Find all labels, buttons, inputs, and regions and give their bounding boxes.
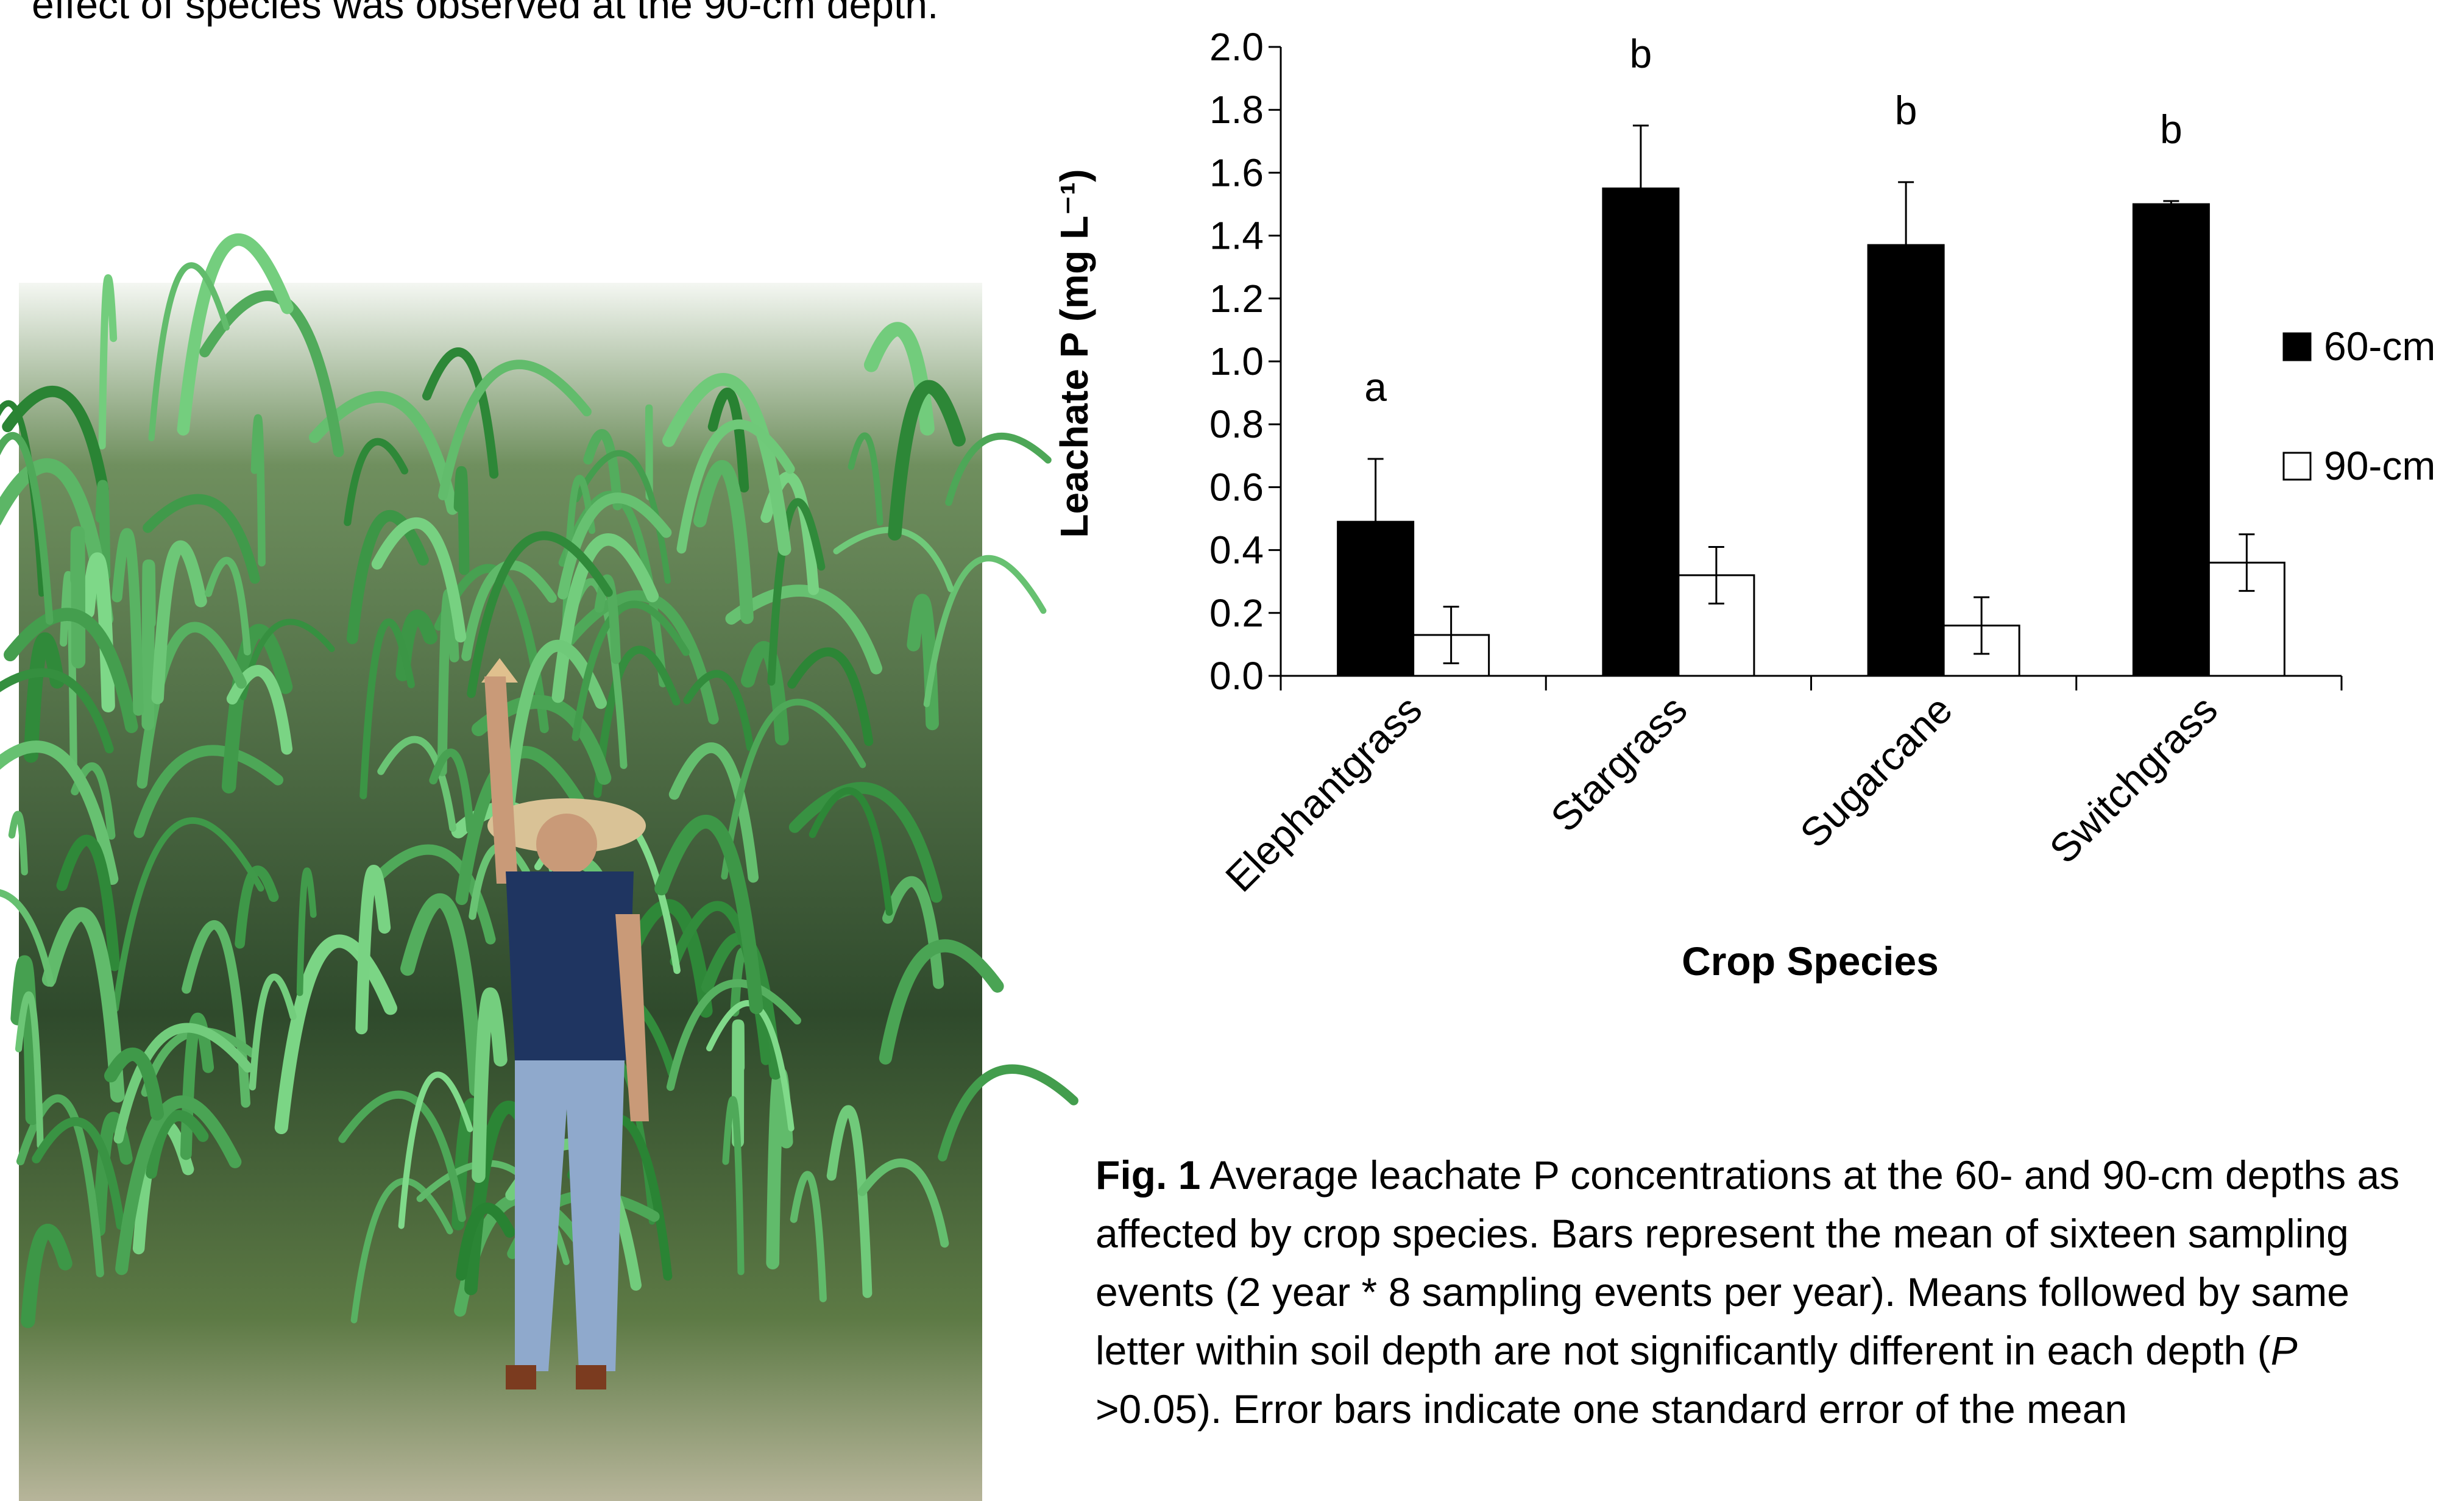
significance-letter: b — [2160, 107, 2183, 152]
legend-label: 60-cm — [2324, 324, 2435, 369]
bar — [2133, 204, 2209, 676]
y-tick-label: 1.2 — [1209, 277, 1264, 321]
significance-letter: b — [1895, 88, 1917, 133]
legend-swatch — [2284, 333, 2310, 360]
y-tick-label: 0.2 — [1209, 591, 1264, 635]
leaf — [77, 533, 79, 661]
significance-letter: b — [1630, 31, 1652, 76]
legend-swatch — [2284, 453, 2310, 480]
caption-text: Average leachate P concentrations at the… — [1096, 1152, 2399, 1373]
y-tick-label: 0.4 — [1209, 528, 1264, 572]
caption-italic: P — [2271, 1328, 2298, 1373]
caption: Fig. 1 Average leachate P concentrations… — [1096, 1146, 2424, 1438]
y-tick-label: 0.6 — [1209, 465, 1264, 509]
page: {"intro_text": "effect of species was ob… — [0, 0, 2464, 1501]
y-tick-label: 0.0 — [1209, 654, 1264, 698]
x-tick-label: Stargrass — [1542, 687, 1696, 840]
caption-label: Fig. 1 — [1096, 1152, 1200, 1198]
leaf — [12, 814, 24, 872]
y-axis-label: Leachate P (mg L⁻¹) — [1052, 169, 1096, 538]
x-tick-label: Elephantgrass — [1217, 687, 1431, 901]
x-tick-label: Sugarcane — [1791, 687, 1961, 856]
bar — [1603, 188, 1679, 676]
leaf — [148, 566, 150, 724]
y-tick-label: 1.8 — [1209, 88, 1264, 132]
leaf — [459, 472, 464, 570]
photo-background — [19, 283, 982, 1501]
intro-text: effect of species was observed at the 90… — [32, 0, 938, 27]
y-tick-label: 0.8 — [1209, 402, 1264, 446]
y-tick-label: 1.4 — [1209, 214, 1264, 258]
y-tick-label: 1.0 — [1209, 339, 1264, 383]
legend-label: 90-cm — [2324, 443, 2435, 488]
x-tick-label: Switchgrass — [2041, 687, 2226, 872]
significance-letter: a — [1364, 364, 1387, 410]
y-tick-label: 1.6 — [1209, 151, 1264, 194]
x-axis-label: Crop Species — [1682, 939, 1939, 984]
y-tick-label: 2.0 — [1209, 25, 1264, 69]
bar — [1868, 245, 1944, 676]
caption-text: >0.05). Error bars indicate one standard… — [1096, 1386, 2127, 1432]
photo — [0, 240, 1074, 1501]
